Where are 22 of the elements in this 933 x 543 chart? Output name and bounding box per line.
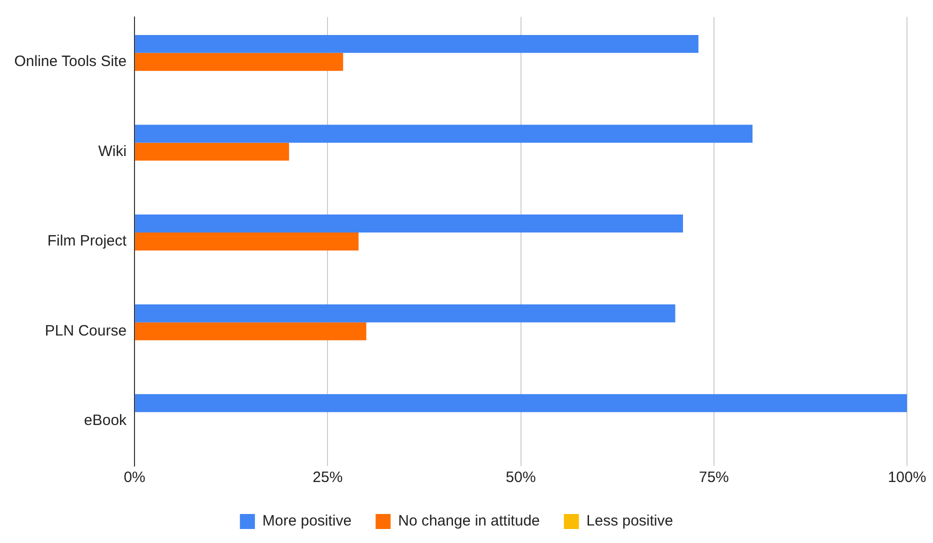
bar (135, 322, 366, 340)
bar (135, 124, 753, 143)
x-tick-label: 75% (698, 469, 729, 486)
bar (135, 214, 683, 233)
x-tick-label: 50% (506, 469, 536, 486)
y-tick-label: PLN Course (44, 322, 127, 340)
x-tick-label: 0% (124, 469, 146, 486)
bar (135, 394, 907, 412)
y-tick-label: Wiki (98, 142, 127, 160)
legend-label: No change in attitude (398, 512, 540, 530)
y-tick-label: Film Project (47, 232, 128, 250)
x-tick-label: 25% (312, 469, 343, 486)
bar (135, 232, 359, 250)
bar (135, 52, 344, 71)
bar (135, 34, 698, 53)
bar (135, 304, 676, 322)
y-tick-label: eBook (84, 412, 128, 430)
bar (135, 142, 290, 161)
legend-label: More positive (262, 512, 352, 530)
y-tick-label: Online Tools Site (14, 53, 127, 70)
x-tick-label: 100% (888, 469, 926, 486)
legend-label: Less positive (586, 512, 674, 530)
